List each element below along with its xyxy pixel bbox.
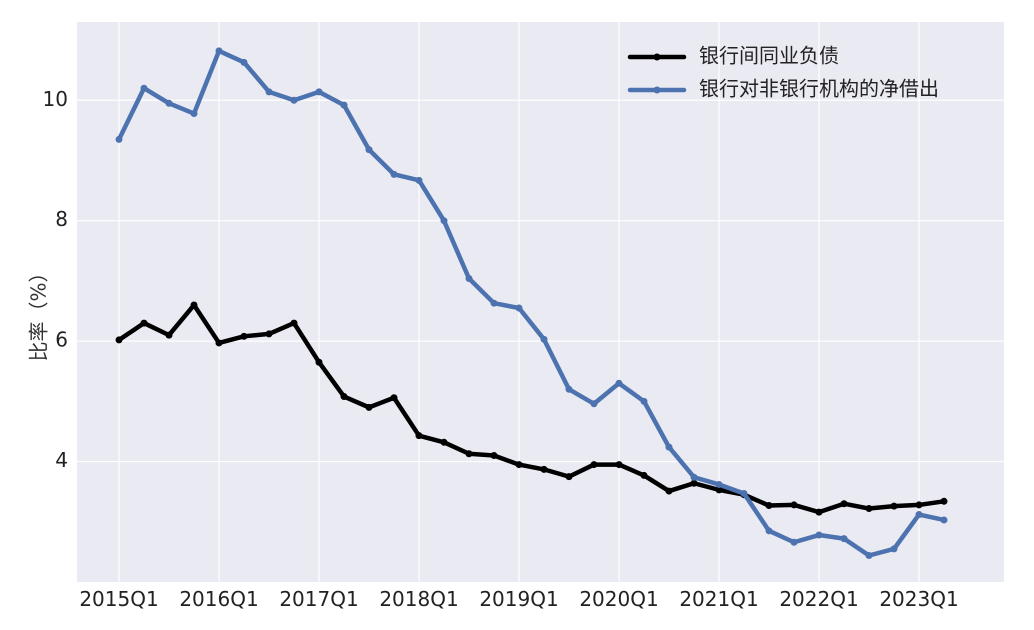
data-point (715, 486, 723, 494)
data-point (340, 101, 348, 109)
data-point (690, 473, 698, 481)
x-tick-label: 2022Q1 (779, 587, 858, 611)
data-point (315, 88, 323, 96)
data-point (240, 58, 248, 66)
data-point (440, 217, 448, 225)
legend-item-0: 银行间同业负债 (627, 44, 839, 68)
data-point (390, 170, 398, 178)
data-point (615, 379, 623, 387)
data-point (315, 358, 323, 366)
data-point (465, 275, 473, 283)
data-point (415, 432, 423, 440)
data-point (240, 332, 248, 340)
y-tick-label: 8 (55, 207, 68, 231)
data-point (840, 500, 848, 508)
data-point (915, 511, 923, 519)
data-point (115, 135, 123, 143)
data-point (640, 471, 648, 479)
legend-swatch-marker (653, 53, 661, 61)
data-point (865, 505, 873, 513)
data-point (640, 397, 648, 405)
data-point (190, 301, 198, 309)
data-point (490, 299, 498, 307)
data-point (190, 110, 198, 118)
data-point (165, 331, 173, 339)
data-point (565, 385, 573, 393)
x-tick-label: 2016Q1 (179, 587, 258, 611)
legend-label: 银行间同业负债 (699, 44, 839, 68)
data-point (290, 319, 298, 327)
data-point (390, 394, 398, 402)
series-line (116, 302, 947, 515)
data-point (665, 443, 673, 451)
data-point (290, 96, 298, 104)
data-point (490, 452, 498, 460)
data-point (740, 489, 748, 497)
data-point (215, 47, 223, 55)
legend-label: 银行对非银行机构的净借出 (699, 77, 939, 101)
data-point (815, 508, 823, 516)
data-point (540, 335, 548, 343)
data-point (940, 516, 948, 524)
data-point (890, 545, 898, 553)
data-point (890, 502, 898, 510)
series-1 (115, 47, 948, 560)
data-point (565, 473, 573, 481)
x-tick-label: 2023Q1 (879, 587, 958, 611)
data-point (140, 84, 148, 92)
data-point (340, 393, 348, 401)
legend-swatch-marker (653, 86, 661, 94)
data-point (590, 461, 598, 469)
data-point (765, 527, 773, 535)
data-point (790, 538, 798, 546)
data-point (415, 176, 423, 184)
data-point (265, 330, 273, 338)
legend-item-1: 银行对非银行机构的净借出 (627, 77, 939, 101)
data-point (715, 480, 723, 488)
series-line (116, 48, 947, 558)
x-tick-label: 2019Q1 (479, 587, 558, 611)
x-tick-label: 2017Q1 (279, 587, 358, 611)
data-point (815, 531, 823, 539)
x-tick-label: 2021Q1 (679, 587, 758, 611)
data-point (790, 501, 798, 509)
y-tick-label: 10 (43, 87, 68, 111)
data-point (365, 403, 373, 411)
x-axis-ticks: 2015Q1 2016Q1 2017Q1 2018Q1 2019Q1 2020Q1 2021… (79, 587, 958, 611)
plot-area-background (77, 22, 1004, 582)
data-point (665, 487, 673, 495)
data-point (265, 88, 273, 96)
data-point (590, 400, 598, 408)
legend: 银行间同业负债 银行对非银行机构的净借出 (627, 44, 939, 101)
data-point (140, 319, 148, 327)
data-point (615, 461, 623, 469)
data-point (165, 99, 173, 107)
y-tick-label: 4 (55, 448, 68, 472)
y-axis-label: 比率（%） (27, 262, 51, 361)
data-point (865, 552, 873, 560)
data-point (765, 502, 773, 510)
data-point (515, 461, 523, 469)
data-point (465, 450, 473, 458)
x-tick-label: 2020Q1 (579, 587, 658, 611)
data-point (915, 501, 923, 509)
data-point (365, 146, 373, 154)
data-point (115, 336, 123, 344)
x-tick-label: 2018Q1 (379, 587, 458, 611)
x-tick-label: 2015Q1 (79, 587, 158, 611)
series-0 (115, 301, 948, 516)
data-point (840, 535, 848, 543)
y-axis-ticks: 4 6 8 10 (43, 87, 68, 472)
y-tick-label: 6 (55, 328, 68, 352)
data-point (940, 497, 948, 505)
data-point (690, 479, 698, 487)
data-point (540, 465, 548, 473)
series-layer (115, 47, 948, 560)
data-point (515, 304, 523, 312)
data-point (440, 438, 448, 446)
data-point (215, 339, 223, 347)
